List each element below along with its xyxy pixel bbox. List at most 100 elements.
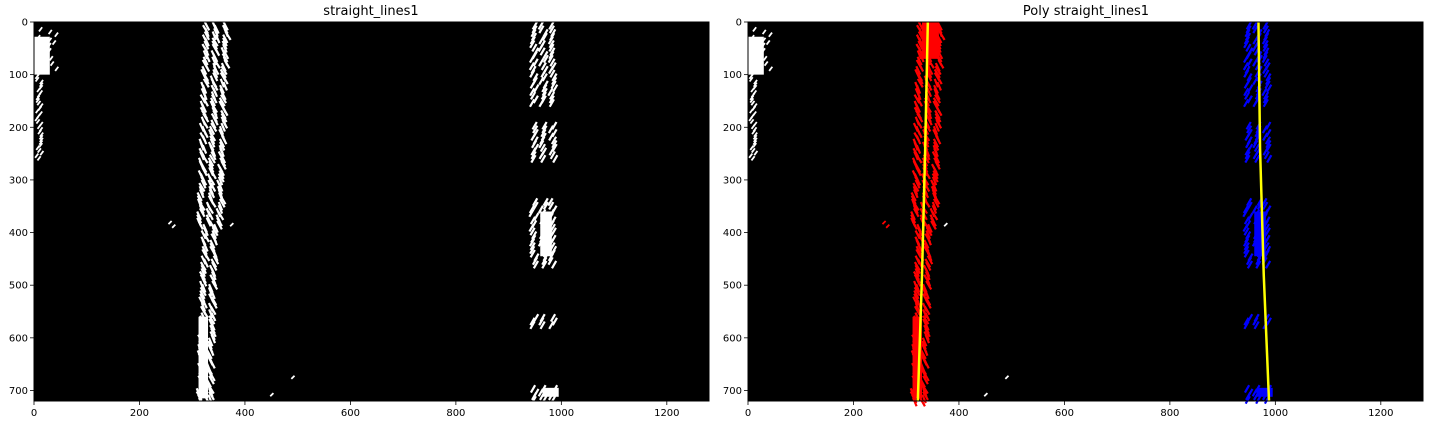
left-lane-pixel — [916, 78, 924, 88]
left-lane-pixel — [933, 68, 941, 79]
left-lane-pixel — [212, 72, 219, 82]
right-lane-pixel — [1265, 76, 1272, 86]
edge-noise-pixel — [54, 31, 59, 38]
left-lane-pixel — [209, 239, 216, 249]
right-lane-pixel — [530, 147, 537, 156]
x-axis: 0 200 400 600 800 1000 1200 — [745, 401, 1394, 419]
right-lane-pixel — [1252, 98, 1259, 108]
left-lane-pixel — [222, 75, 229, 85]
left-lane-pixel — [221, 119, 229, 129]
left-lane-pixel — [210, 312, 217, 322]
right-lane-pixel — [551, 260, 558, 269]
left-lane-pixel — [932, 166, 939, 177]
right-lane-pixel — [528, 208, 535, 218]
right-lane-pixel — [1244, 147, 1251, 156]
left-lane-pixel — [925, 226, 933, 237]
left-lane-pixel — [219, 68, 227, 79]
left-lane-pixel — [921, 337, 928, 347]
edge-noise-pixel — [51, 39, 57, 46]
right-lane-pixel — [540, 91, 547, 100]
left-lane-pixel — [935, 106, 943, 117]
right-lane-pixel — [1262, 132, 1269, 141]
left-lane-pixel — [925, 230, 932, 240]
left-lane-pixel — [917, 46, 924, 57]
left-lane-pixel — [218, 198, 226, 208]
right-lane-pixel — [540, 61, 547, 71]
left-lane-pixel — [201, 283, 207, 293]
left-lane-pixel — [910, 214, 917, 224]
right-lane-pixel — [1243, 98, 1250, 108]
left-lane-pixel — [207, 157, 215, 167]
left-lane-pixel — [924, 271, 931, 281]
left-lane-pixel — [201, 308, 209, 319]
left-lane-pixel — [200, 176, 208, 186]
edge-noise-pixel — [748, 153, 754, 159]
left-lane-pixel — [913, 286, 921, 297]
left-lane-pixel — [201, 103, 208, 114]
left-lane-pixel — [210, 169, 217, 180]
left-lane-pixel — [922, 390, 929, 401]
left-lane-pixel — [924, 327, 931, 338]
plot-frame — [33, 21, 710, 402]
right-lane-pixel — [1262, 91, 1270, 100]
right-lane-pixel — [1242, 208, 1249, 218]
right-lane-pixel — [532, 58, 539, 67]
left-lane-pixel — [933, 78, 939, 88]
left-lane-pixel — [923, 372, 930, 382]
edge-noise-pixel — [763, 60, 769, 67]
right-lane-pixel — [1246, 260, 1254, 269]
left-lane-pixel — [915, 283, 921, 293]
right-lane-pixel — [532, 125, 539, 134]
right-lane-pixel — [1252, 36, 1259, 45]
y-tick-label: 400 — [723, 228, 742, 239]
left-lane-pixel — [913, 289, 920, 300]
left-lane-pixel — [211, 299, 218, 309]
left-lane-pixel — [914, 264, 921, 275]
edge-noise-pixel — [38, 134, 44, 140]
left-lane-pixel — [915, 65, 922, 76]
right-lane-pixel — [1262, 201, 1269, 210]
edge-noise-pixel — [750, 155, 756, 161]
y-axis: 0 100 200 300 400 500 600 700 — [9, 18, 34, 397]
right-lane-pixel — [547, 87, 554, 97]
edge-noise-pixel — [748, 76, 754, 83]
right-lane-pixel — [539, 47, 546, 56]
left-lane-pixel — [204, 53, 211, 63]
right-lane-pixel — [530, 91, 537, 100]
left-lane-pixel — [925, 280, 933, 290]
right-lane-pixel — [1261, 197, 1268, 207]
edge-noise-pixel — [49, 60, 55, 67]
x-tick-label: 200 — [130, 408, 149, 419]
left-lane-pixel — [199, 286, 207, 297]
right-lane-pixel — [533, 84, 540, 93]
edge-noise-pixel — [38, 139, 44, 146]
left-lane-pixel — [912, 201, 920, 212]
left-lane-pixel — [214, 34, 221, 44]
left-lane-pixel — [915, 277, 922, 287]
left-lane-pixel — [196, 192, 203, 202]
right-lane-pixel — [550, 136, 558, 145]
left-lane-pixel — [201, 277, 208, 287]
right-lane-pixel — [1243, 36, 1250, 45]
y-tick-label: 700 — [723, 386, 742, 397]
left-lane-pixel — [218, 138, 226, 148]
left-lane-pixel — [915, 103, 922, 114]
edge-noise-pixel — [35, 145, 41, 151]
left-fit-line — [916, 21, 930, 402]
left-lane-pixel — [917, 62, 925, 73]
left-lane-pixel — [202, 56, 209, 66]
right-lane-pixel — [542, 28, 549, 38]
left-lane-pixel — [210, 271, 217, 281]
y-tick-label: 500 — [9, 281, 28, 292]
right-lane-pixel — [552, 154, 559, 164]
edge-noise-pixel — [37, 129, 42, 135]
left-lane-pixel — [217, 210, 225, 221]
right-lane-pixel — [1243, 320, 1250, 330]
left-lane-pixel — [202, 78, 210, 88]
right-lane-pixel — [530, 132, 537, 141]
right-lane-pixel — [538, 98, 545, 108]
right-lane-pixel — [1243, 87, 1250, 97]
left-lane-pixel — [219, 141, 226, 151]
right-lane-pixel — [548, 95, 555, 104]
right-lane-pixel — [1246, 125, 1253, 134]
